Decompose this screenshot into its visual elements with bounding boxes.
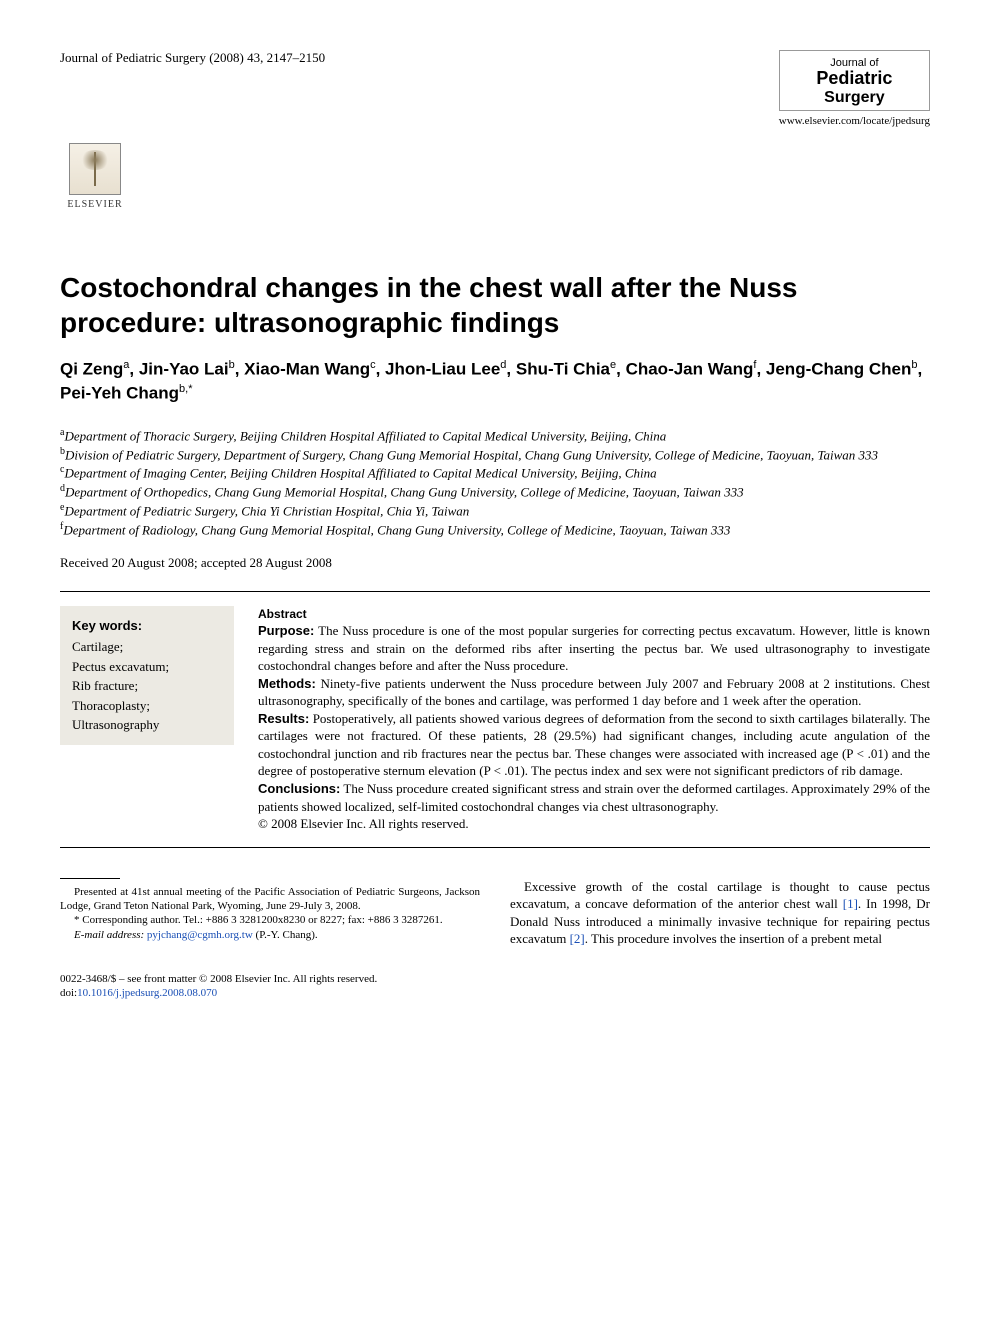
email-link[interactable]: pyjchang@cgmh.org.tw bbox=[147, 929, 253, 941]
left-column: Presented at 41st annual meeting of the … bbox=[60, 878, 480, 1001]
running-head: Journal of Pediatric Surgery (2008) 43, … bbox=[60, 50, 325, 66]
affiliation: aDepartment of Thoracic Surgery, Beijing… bbox=[60, 426, 930, 445]
keyword-item: Cartilage; bbox=[72, 637, 222, 657]
abstract-sections: Purpose: The Nuss procedure is one of th… bbox=[258, 622, 930, 815]
affiliation: cDepartment of Imaging Center, Beijing C… bbox=[60, 463, 930, 482]
affiliation: bDivision of Pediatric Surgery, Departme… bbox=[60, 445, 930, 464]
doi-line: doi:10.1016/j.jpedsurg.2008.08.070 bbox=[60, 986, 480, 1000]
abstract-heading: Abstract bbox=[258, 606, 930, 622]
email-label: E-mail address: bbox=[74, 929, 144, 941]
keyword-item: Thoracoplasty; bbox=[72, 696, 222, 716]
article-title: Costochondral changes in the chest wall … bbox=[60, 270, 930, 340]
affiliations: aDepartment of Thoracic Surgery, Beijing… bbox=[60, 426, 930, 539]
keywords-heading: Key words: bbox=[72, 616, 222, 636]
abstract-area: Key words: Cartilage;Pectus excavatum;Ri… bbox=[60, 591, 930, 848]
affiliation: fDepartment of Radiology, Chang Gung Mem… bbox=[60, 520, 930, 539]
abstract-section: Purpose: The Nuss procedure is one of th… bbox=[258, 622, 930, 675]
elsevier-tree-icon bbox=[69, 143, 121, 195]
journal-url: www.elsevier.com/locate/jpedsurg bbox=[779, 115, 930, 127]
keyword-item: Pectus excavatum; bbox=[72, 657, 222, 677]
article-dates: Received 20 August 2008; accepted 28 Aug… bbox=[60, 555, 930, 571]
journal-block: Journal of Pediatric Surgery bbox=[779, 50, 930, 111]
footnote-corresponding: * Corresponding author. Tel.: +886 3 328… bbox=[60, 913, 480, 927]
copyright-block: 0022-3468/$ – see front matter © 2008 El… bbox=[60, 972, 480, 1001]
doi-label: doi: bbox=[60, 987, 77, 999]
ref-link[interactable]: [1] bbox=[843, 896, 858, 911]
keyword-item: Ultrasonography bbox=[72, 715, 222, 735]
abstract-section: Conclusions: The Nuss procedure created … bbox=[258, 780, 930, 815]
abstract-copyright: © 2008 Elsevier Inc. All rights reserved… bbox=[258, 815, 930, 833]
abstract-body: Abstract Purpose: The Nuss procedure is … bbox=[258, 606, 930, 833]
email-person: (P.-Y. Chang). bbox=[256, 929, 318, 941]
footnote-presented: Presented at 41st annual meeting of the … bbox=[60, 885, 480, 914]
footnote-rule bbox=[60, 878, 120, 879]
body-columns: Presented at 41st annual meeting of the … bbox=[60, 878, 930, 1001]
intro-paragraph: Excessive growth of the costal cartilage… bbox=[510, 878, 930, 948]
keywords-list: Cartilage;Pectus excavatum;Rib fracture;… bbox=[72, 637, 222, 735]
issn-line: 0022-3468/$ – see front matter © 2008 El… bbox=[60, 972, 480, 986]
footnotes: Presented at 41st annual meeting of the … bbox=[60, 885, 480, 942]
journal-line2: Pediatric bbox=[798, 69, 911, 89]
affiliation: dDepartment of Orthopedics, Chang Gung M… bbox=[60, 482, 930, 501]
journal-line3: Surgery bbox=[798, 89, 911, 107]
page: Journal of Pediatric Surgery (2008) 43, … bbox=[0, 0, 990, 1040]
journal-cover-block: Journal of Pediatric Surgery www.elsevie… bbox=[779, 50, 930, 127]
abstract-section: Results: Postoperatively, all patients s… bbox=[258, 710, 930, 780]
ref-link[interactable]: [2] bbox=[570, 931, 585, 946]
elsevier-text: ELSEVIER bbox=[67, 199, 122, 210]
footnote-email: E-mail address: pyjchang@cgmh.org.tw (P.… bbox=[60, 928, 480, 942]
affiliation: eDepartment of Pediatric Surgery, Chia Y… bbox=[60, 501, 930, 520]
right-column: Excessive growth of the costal cartilage… bbox=[510, 878, 930, 1001]
logo-row: ELSEVIER bbox=[60, 135, 930, 210]
abstract-section: Methods: Ninety-five patients underwent … bbox=[258, 675, 930, 710]
authors: Qi Zenga, Jin-Yao Laib, Xiao-Man Wangc, … bbox=[60, 358, 930, 405]
elsevier-logo: ELSEVIER bbox=[60, 135, 130, 210]
keywords-box: Key words: Cartilage;Pectus excavatum;Ri… bbox=[60, 606, 234, 745]
keyword-item: Rib fracture; bbox=[72, 676, 222, 696]
header-row: Journal of Pediatric Surgery (2008) 43, … bbox=[60, 50, 930, 127]
doi-link[interactable]: 10.1016/j.jpedsurg.2008.08.070 bbox=[77, 987, 217, 999]
